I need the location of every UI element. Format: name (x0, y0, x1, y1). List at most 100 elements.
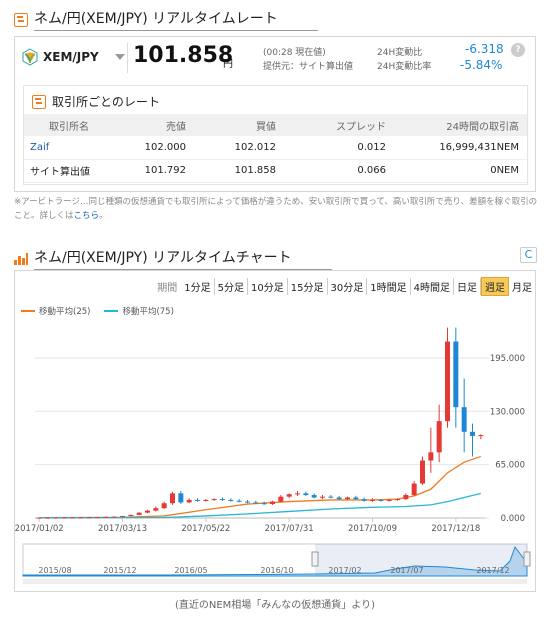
exchange-title: 取引所ごとのレート (32, 93, 160, 110)
period-5min[interactable]: 5分足 (215, 278, 249, 295)
x-tick-label: 2017/12/18 (431, 524, 480, 534)
moving-average-line (39, 455, 482, 519)
x-tick-label: 2017/03/13 (98, 524, 147, 534)
candle (186, 499, 192, 503)
col-header: 24時間の取引高 (394, 114, 527, 136)
candle (170, 493, 175, 504)
chart-legend: 移動平均(25) 移動平均(75) (21, 305, 188, 317)
note-text: ※アービトラージ…同じ種類の仮想通貨でも取引所によって価格が違うため、安い取引所… (14, 197, 538, 221)
divider (127, 43, 128, 73)
price-unit: 円 (223, 59, 233, 70)
candle (86, 517, 92, 519)
help-icon[interactable]: ? (511, 43, 525, 57)
period-1hour[interactable]: 1時間足 (367, 278, 411, 295)
candle (211, 499, 217, 501)
x-tick-label: 2017/05/22 (181, 524, 230, 534)
candle (111, 516, 117, 518)
candle (261, 503, 267, 505)
moving-average-line (39, 492, 481, 519)
candle (328, 496, 334, 498)
candle (195, 499, 200, 501)
candle (270, 501, 275, 505)
candle (370, 499, 375, 501)
table-header-row: 取引所名 売値 買値 スプレッド 24時間の取引高 (24, 114, 527, 136)
candle (103, 516, 109, 518)
nem-coin-icon (22, 48, 38, 66)
candle (386, 499, 392, 501)
period-30min[interactable]: 30分足 (328, 278, 368, 295)
note-link[interactable]: こちら (73, 211, 100, 221)
candle (278, 496, 284, 502)
bar-chart-icon (14, 252, 28, 265)
exchange-link-zaif[interactable]: Zaif (30, 141, 50, 153)
y-tick-label: 0.000 (501, 514, 525, 524)
rate-icon (14, 12, 28, 27)
candle (253, 502, 259, 504)
candle (70, 517, 75, 519)
period-label: 期間 (157, 283, 178, 294)
candle (470, 431, 475, 436)
refresh-button[interactable]: C (520, 247, 537, 263)
navigator-tick-label: 2017/02 (328, 566, 361, 575)
change-rate-label: 24H変動比率 (377, 62, 432, 72)
candle (395, 499, 400, 501)
candle (461, 407, 467, 432)
y-tick-label: 130.000 (490, 407, 525, 417)
candle (445, 341, 450, 422)
candle (353, 497, 359, 500)
candle (436, 421, 442, 453)
exchange-table: 取引所名 売値 買値 スプレッド 24時間の取引高 Zaif 102.000 1… (24, 114, 527, 183)
period-monthly[interactable]: 月足 (512, 283, 532, 294)
candle (78, 517, 84, 519)
table-cell: 0NEM (394, 159, 527, 183)
exchange-icon (32, 94, 46, 109)
provider-note: 提供元：サイト算出値 (263, 62, 354, 72)
period-4hour[interactable]: 4時間足 (411, 278, 454, 295)
candle (228, 499, 234, 501)
period-weekly[interactable]: 週足 (481, 277, 509, 296)
table-cell: サイト算出値 (24, 159, 114, 183)
candle (128, 514, 134, 517)
col-header: 売値 (114, 114, 194, 136)
candle (420, 460, 425, 484)
candle (61, 517, 67, 519)
chevron-down-icon[interactable] (115, 54, 125, 60)
rate-section-title: ネム/円(XEM/JPY) リアルタイムレート (34, 8, 318, 31)
change-label: 24H変動比 (377, 48, 423, 58)
table-cell: 16,999,431NEM (394, 136, 527, 160)
table-cell: 101.792 (114, 159, 194, 183)
candle (403, 495, 409, 500)
table-cell: 102.000 (114, 136, 194, 160)
table-cell: 0.012 (284, 136, 394, 160)
candle (203, 499, 209, 501)
x-tick-label: 2017/01/02 (15, 524, 64, 534)
period-1min[interactable]: 1分足 (181, 278, 215, 295)
y-tick-label: 195.000 (490, 354, 525, 364)
navigator-tick-label: 2016/10 (260, 566, 293, 575)
candle (120, 516, 125, 518)
chart-section-header: ネム/円(XEM/JPY) リアルタイムチャート (14, 247, 332, 270)
price-chart[interactable]: 195.000 130.000 65.000 0.000 2017/01/02 2017/… (15, 271, 535, 591)
change-value: -6.318 (465, 42, 504, 56)
period-bar: 期間 1分足 5分足 10分足 15分足 30分足 1時間足 4時間足 日足 週… (153, 277, 535, 296)
period-daily[interactable]: 日足 (454, 278, 481, 295)
candle (136, 512, 142, 515)
navigator-tick-label: 2015/12 (103, 566, 136, 575)
candle (245, 501, 250, 503)
candle (145, 510, 150, 513)
candle (320, 496, 325, 498)
y-tick-label: 65.000 (495, 461, 525, 471)
legend-ma75[interactable]: 移動平均(75) (104, 305, 174, 317)
candle (411, 483, 417, 496)
chart-box: 期間 1分足 5分足 10分足 15分足 30分足 1時間足 4時間足 日足 週… (14, 270, 536, 592)
period-15min[interactable]: 15分足 (288, 278, 328, 295)
navigator-tick-label: 2016/05 (174, 566, 207, 575)
candle (303, 493, 309, 496)
pair-selector[interactable]: XEM/JPY (43, 50, 99, 64)
table-cell: 101.858 (194, 159, 284, 183)
chart-scrollbar (23, 579, 527, 584)
period-10min[interactable]: 10分足 (248, 278, 288, 295)
legend-ma25[interactable]: 移動平均(25) (21, 305, 90, 317)
col-header: 買値 (194, 114, 284, 136)
time-note: (00:28 現在値) (263, 48, 326, 58)
